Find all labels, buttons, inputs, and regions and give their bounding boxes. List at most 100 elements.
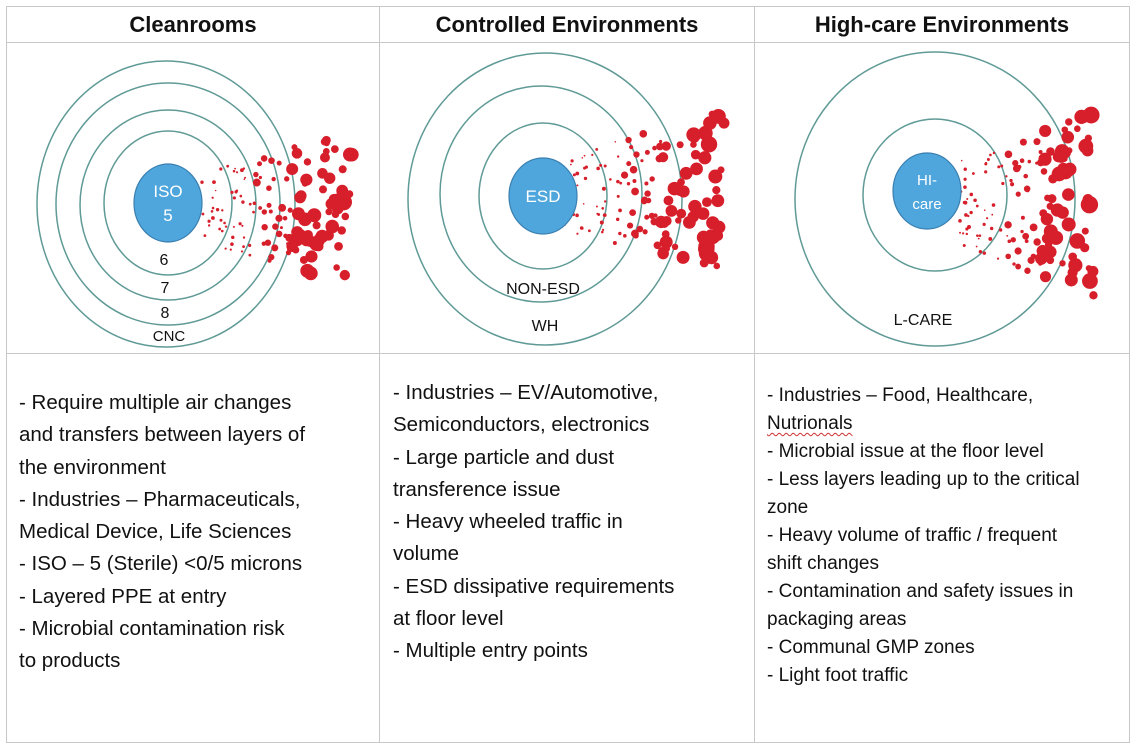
splatter-dot (682, 215, 696, 229)
splatter-dot (984, 162, 988, 166)
cleanrooms-diagram: ISO 5 6 7 8 CNC (6, 42, 380, 354)
description-line: Nutrionals (767, 410, 1129, 438)
splatter-dot (618, 231, 622, 236)
contamination-splatter (958, 106, 1100, 300)
splatter-dot (698, 151, 712, 165)
splatter-dot (1019, 158, 1025, 164)
splatter-dot (639, 130, 648, 138)
splatter-dot (1020, 215, 1025, 220)
splatter-dot (982, 251, 987, 255)
splatter-dot (960, 159, 963, 162)
splatter-dot (232, 169, 236, 173)
splatter-dot (1061, 217, 1076, 232)
splatter-dot (303, 158, 312, 166)
splatter-dot (582, 203, 585, 205)
splatter-dot (1027, 159, 1032, 164)
splatter-dot (706, 245, 715, 254)
description-line: - Light foot traffic (767, 665, 909, 686)
description-line: shift changes (767, 553, 879, 574)
splatter-dot (1007, 239, 1012, 244)
splatter-dot (230, 242, 234, 246)
splatter-dot (271, 176, 276, 182)
splatter-dot (333, 264, 340, 271)
splatter-dot (703, 116, 717, 130)
splatter-dot (1046, 256, 1055, 265)
splatter-dot (253, 171, 259, 178)
splatter-dot (241, 224, 244, 227)
splatter-dot (648, 212, 655, 219)
splatter-dot (267, 258, 272, 263)
splatter-dot (962, 232, 965, 235)
splatter-dot (334, 242, 343, 251)
splatter-dot (973, 198, 977, 203)
splatter-dot (1005, 253, 1012, 260)
splatter-dot (644, 149, 650, 155)
splatter-dot (1048, 230, 1064, 245)
splatter-dot (631, 187, 639, 196)
splatter-dot (653, 213, 658, 218)
splatter-dot (1015, 263, 1021, 270)
splatter-dot (653, 241, 662, 250)
splatter-dot (224, 247, 227, 250)
target-diagram: ESD NON-ESD WH (407, 52, 730, 346)
splatter-dot (596, 166, 600, 171)
splatter-dot (1004, 150, 1013, 159)
center-zone (508, 157, 578, 235)
splatter-dot (330, 145, 339, 154)
center-zone (133, 163, 203, 243)
splatter-dot (210, 210, 214, 213)
controlled-environments-diagram: ESD NON-ESD WH (379, 42, 755, 354)
splatter-dot (307, 208, 322, 223)
splatter-dot (271, 244, 279, 252)
ring-label: WH (532, 318, 559, 335)
splatter-dot (242, 236, 246, 239)
splatter-dot (1064, 273, 1078, 287)
splatter-dot (975, 204, 979, 208)
splatter-dot (618, 208, 622, 213)
splatter-dot (636, 225, 644, 233)
splatter-dot (612, 241, 617, 246)
splatter-dot (243, 178, 246, 181)
splatter-dot (958, 219, 962, 223)
splatter-dot (323, 172, 336, 184)
splatter-dot (1082, 194, 1094, 205)
splatter-dot (291, 207, 305, 221)
splatter-dot (1065, 118, 1073, 126)
splatter-dot (718, 117, 730, 129)
splatter-dot (339, 269, 351, 281)
splatter-dot (982, 222, 986, 226)
splatter-dot (978, 234, 982, 237)
splatter-dot (601, 228, 605, 231)
ring (407, 52, 683, 346)
description-line: the environment (19, 455, 167, 479)
splatter-dot (268, 254, 275, 261)
splatter-dot (969, 192, 974, 197)
description-line: - Multiple entry points (393, 639, 588, 663)
splatter-dot (991, 213, 994, 216)
splatter-dot (572, 173, 576, 177)
splatter-dot (325, 219, 340, 234)
splatter-dot (318, 185, 327, 194)
splatter-dot (1061, 130, 1075, 144)
splatter-dot (215, 207, 220, 212)
splatter-dot (616, 179, 620, 184)
description-line: - Industries – EV/Automotive, (393, 381, 659, 404)
splatter-dot (712, 186, 721, 195)
splatter-dot (276, 160, 282, 166)
splatter-dot (599, 163, 603, 167)
splatter-dot (640, 159, 644, 163)
splatter-dot (1046, 202, 1054, 210)
splatter-dot (286, 163, 299, 176)
description-line: Medical Device, Life Sciences (19, 520, 292, 544)
splatter-dot (305, 250, 318, 263)
splatter-dot (699, 258, 709, 268)
splatter-dot (570, 163, 572, 166)
splatter-dot (601, 207, 605, 210)
zone-rings (36, 60, 296, 348)
splatter-dot (644, 190, 651, 197)
splatter-dot (596, 212, 599, 215)
splatter-dot (1035, 252, 1048, 265)
splatter-dot (1062, 188, 1075, 201)
splatter-dot (234, 167, 237, 170)
splatter-dot (1041, 233, 1053, 244)
